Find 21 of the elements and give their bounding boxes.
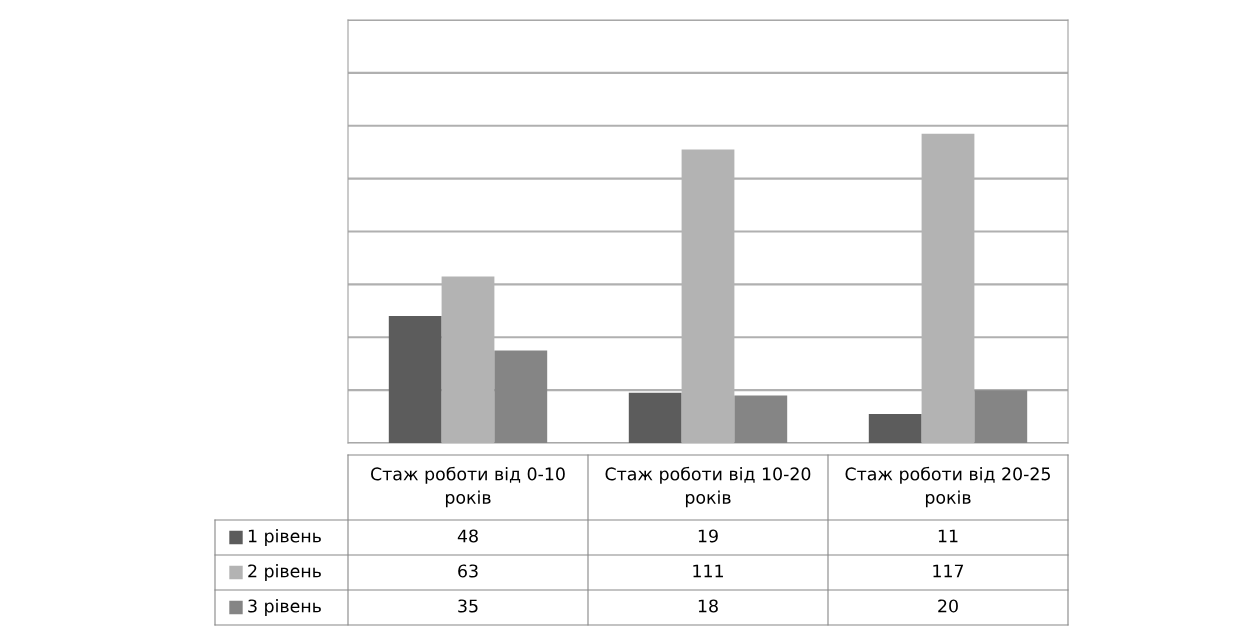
data-label: 111 [693, 564, 723, 578]
legend-label: 2 рівень [248, 564, 321, 581]
bar [388, 316, 442, 443]
x-tick-label: Стаж роботи від 0-10 років [371, 466, 565, 508]
x-tick-label: Стаж роботи від 10-20 років [605, 466, 811, 508]
bar [868, 413, 922, 443]
data-label: 35 [458, 599, 478, 613]
data-label: 19 [698, 529, 718, 543]
data-label: 63 [458, 564, 478, 578]
data-label: 11 [938, 529, 958, 543]
bar [628, 392, 682, 443]
data-label: 117 [933, 564, 964, 578]
legend-label: 1 рівень [248, 529, 321, 546]
bar [494, 350, 548, 443]
data-label: 18 [698, 599, 718, 613]
x-tick-label: Стаж роботи від 20-25 років [845, 466, 1050, 508]
bar [734, 395, 788, 443]
legend-label: 3 рівень [248, 599, 321, 616]
data-label: 48 [457, 529, 478, 543]
data-label: 20 [938, 599, 958, 613]
bar [974, 390, 1028, 443]
